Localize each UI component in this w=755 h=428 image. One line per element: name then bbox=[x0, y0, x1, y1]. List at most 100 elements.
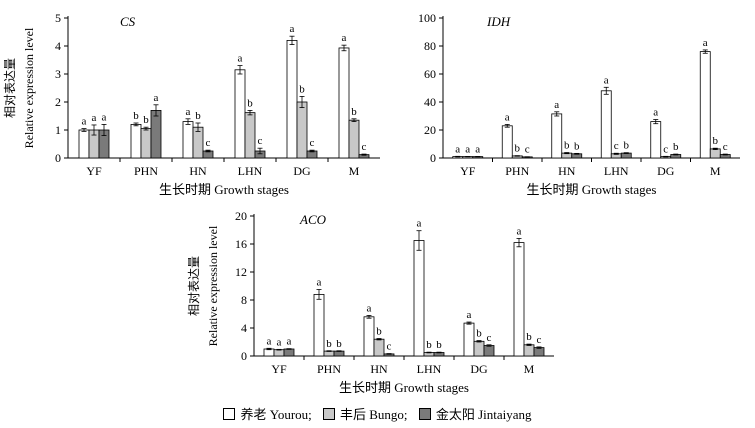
legend-item-bungo: 丰后 Bungo; bbox=[323, 404, 408, 423]
significance-letter: b bbox=[195, 110, 201, 122]
chart-title: ACO bbox=[299, 212, 327, 227]
y-tick-label: 2 bbox=[55, 95, 61, 109]
significance-letter: b bbox=[299, 83, 305, 95]
significance-letter: b bbox=[436, 339, 442, 351]
y-tick-label: 20 bbox=[235, 209, 247, 223]
significance-letter: c bbox=[525, 144, 530, 156]
significance-letter: a bbox=[317, 277, 322, 289]
significance-letter: a bbox=[277, 336, 282, 348]
x-tick-label: HN bbox=[370, 362, 388, 376]
significance-letter: c bbox=[310, 137, 315, 149]
significance-letter: a bbox=[102, 111, 107, 123]
legend: 养老 Yourou; 丰后 Bungo; 金太阳 Jintaiyang bbox=[0, 404, 755, 423]
significance-letter: b bbox=[351, 106, 357, 118]
significance-letter: a bbox=[367, 302, 372, 314]
y-tick-label: 8 bbox=[241, 293, 247, 307]
bar bbox=[273, 349, 285, 357]
significance-letter: a bbox=[238, 53, 243, 65]
significance-letter: a bbox=[154, 92, 159, 104]
bar bbox=[286, 40, 298, 159]
y-tick-label: 0 bbox=[430, 151, 436, 165]
bar bbox=[501, 125, 513, 159]
y-tick-label: 80 bbox=[424, 39, 436, 53]
bar bbox=[413, 240, 425, 357]
significance-letter: c bbox=[723, 141, 728, 153]
legend-label-jintaiyang: 金太阳 Jintaiyang bbox=[435, 407, 532, 422]
bar bbox=[150, 110, 162, 159]
y-tick-label: 20 bbox=[424, 123, 436, 137]
bar bbox=[533, 347, 545, 357]
significance-letter: c bbox=[206, 137, 211, 149]
x-tick-label: YF bbox=[460, 164, 476, 178]
significance-letter: a bbox=[505, 111, 510, 123]
significance-letter: c bbox=[258, 135, 263, 147]
y-axis-label-cn: 相对表达量 bbox=[187, 256, 201, 316]
significance-letter: c bbox=[487, 332, 492, 344]
bar bbox=[523, 344, 535, 357]
legend-swatch-yourou bbox=[223, 408, 236, 420]
significance-letter: a bbox=[653, 107, 658, 119]
bar bbox=[182, 121, 194, 159]
y-tick-label: 5 bbox=[55, 11, 61, 25]
y-axis-label: Relative expression level bbox=[206, 225, 220, 346]
significance-letter: c bbox=[537, 334, 542, 346]
significance-letter: b bbox=[376, 326, 382, 338]
x-tick-label: M bbox=[524, 362, 535, 376]
x-tick-label: HN bbox=[558, 164, 576, 178]
significance-letter: b bbox=[476, 328, 482, 340]
x-tick-label: PHN bbox=[317, 362, 341, 376]
bar bbox=[130, 124, 142, 159]
chart-title: CS bbox=[120, 14, 136, 29]
legend-label-bungo: 丰后 Bungo; bbox=[340, 407, 408, 422]
legend-label-yourou: 养老 Yourou; bbox=[240, 407, 312, 422]
significance-letter: b bbox=[426, 339, 432, 351]
bar bbox=[244, 112, 256, 159]
x-tick-label: YF bbox=[86, 164, 102, 178]
significance-letter: c bbox=[387, 341, 392, 353]
significance-letter: b bbox=[336, 338, 342, 350]
x-tick-label: LHN bbox=[238, 164, 263, 178]
significance-letter: a bbox=[475, 143, 480, 155]
significance-letter: b bbox=[143, 114, 149, 126]
significance-letter: a bbox=[703, 37, 708, 49]
x-tick-label: LHN bbox=[604, 164, 629, 178]
x-tick-label: DG bbox=[293, 164, 311, 178]
x-tick-label: YF bbox=[271, 362, 287, 376]
significance-letter: a bbox=[82, 116, 87, 128]
bar bbox=[283, 348, 295, 357]
bar bbox=[192, 126, 204, 159]
significance-letter: a bbox=[92, 112, 97, 124]
significance-letter: b bbox=[515, 143, 521, 155]
significance-letter: b bbox=[247, 97, 253, 109]
x-tick-label: DG bbox=[657, 164, 675, 178]
significance-letter: a bbox=[455, 143, 460, 155]
y-tick-label: 0 bbox=[241, 349, 247, 363]
bar bbox=[140, 128, 152, 159]
bar bbox=[78, 129, 90, 159]
significance-letter: c bbox=[663, 143, 668, 155]
significance-letter: b bbox=[624, 140, 630, 152]
significance-letter: a bbox=[186, 106, 191, 118]
significance-letter: a bbox=[604, 74, 609, 86]
legend-swatch-bungo bbox=[323, 408, 336, 420]
significance-letter: b bbox=[574, 140, 580, 152]
significance-letter: b bbox=[526, 331, 532, 343]
chart-title: IDH bbox=[486, 14, 511, 29]
x-axis-label: 生长时期 Growth stages bbox=[339, 380, 469, 395]
significance-letter: a bbox=[287, 336, 292, 348]
y-axis-label: Relative expression level bbox=[22, 27, 36, 148]
bar bbox=[234, 69, 246, 159]
bar bbox=[313, 293, 325, 357]
significance-letter: a bbox=[417, 218, 422, 230]
x-tick-label: LHN bbox=[417, 362, 442, 376]
y-tick-label: 16 bbox=[235, 237, 247, 251]
y-tick-label: 12 bbox=[235, 265, 247, 279]
legend-swatch-jintaiyang bbox=[418, 408, 431, 420]
y-tick-label: 60 bbox=[424, 67, 436, 81]
bar bbox=[473, 340, 485, 357]
y-tick-label: 40 bbox=[424, 95, 436, 109]
